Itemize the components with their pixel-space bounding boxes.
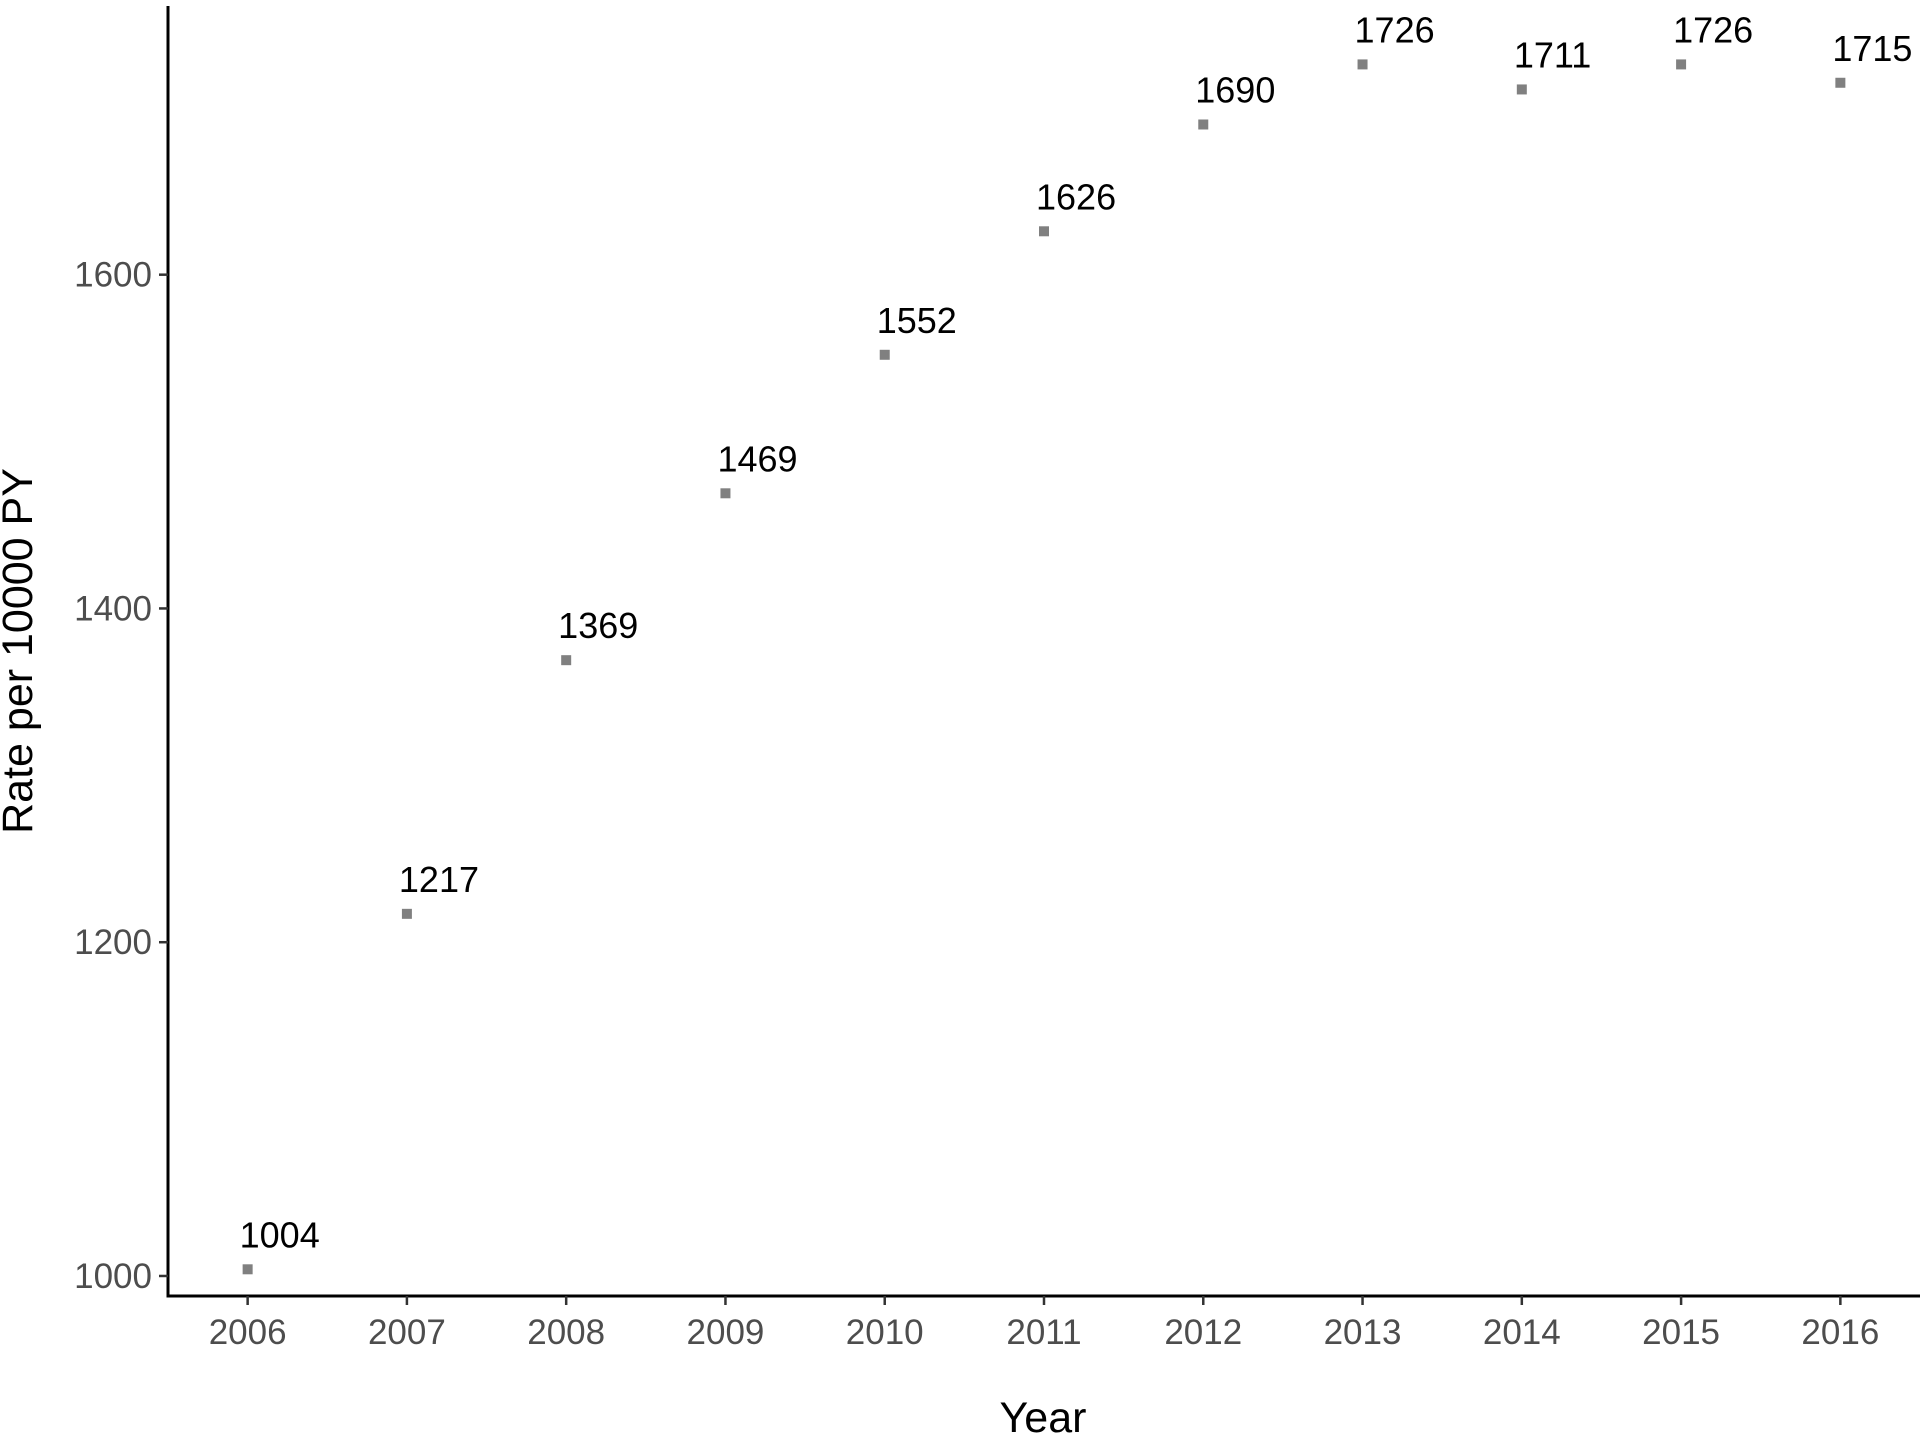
x-tick-label: 2007 (368, 1313, 446, 1352)
data-label: 1369 (558, 605, 638, 646)
data-label: 1217 (399, 859, 479, 900)
x-tick-label: 2006 (209, 1313, 287, 1352)
x-tick-label: 2009 (687, 1313, 765, 1352)
x-tick-label: 2008 (527, 1313, 605, 1352)
data-label: 1552 (877, 300, 957, 341)
x-tick-label: 2014 (1483, 1313, 1561, 1352)
point (242, 1264, 253, 1275)
x-tick-label: 2013 (1324, 1313, 1402, 1352)
x-tick-label: 2016 (1801, 1313, 1879, 1352)
data-label: 1711 (1514, 34, 1591, 75)
data-label: 1715 (1832, 28, 1912, 69)
data-label: 1726 (1673, 9, 1753, 50)
x-tick-label: 2010 (846, 1313, 924, 1352)
x-tick-label: 2015 (1642, 1313, 1720, 1352)
data-label: 1469 (717, 438, 797, 479)
x-tick-label: 2011 (1006, 1313, 1081, 1352)
y-axis-title: Rate per 10000 PY (0, 468, 42, 834)
point (1835, 77, 1846, 88)
y-tick-label: 1400 (74, 589, 152, 628)
point (401, 908, 412, 919)
x-tick-label: 2012 (1164, 1313, 1242, 1352)
y-tick-label: 1600 (74, 256, 152, 295)
y-tick-label: 1000 (74, 1257, 152, 1296)
data-label: 1690 (1195, 69, 1275, 110)
data-label: 1004 (240, 1214, 320, 1255)
point (561, 655, 572, 666)
data-label: 1726 (1355, 9, 1435, 50)
point (1357, 59, 1368, 70)
point (1516, 84, 1527, 95)
point (879, 349, 890, 360)
point (1039, 226, 1049, 237)
y-tick-label: 1200 (74, 923, 152, 962)
data-label: 1626 (1036, 176, 1116, 217)
point (720, 488, 731, 499)
point (1198, 119, 1209, 130)
point (1676, 59, 1687, 70)
x-axis-title: Year (1000, 1394, 1087, 1438)
